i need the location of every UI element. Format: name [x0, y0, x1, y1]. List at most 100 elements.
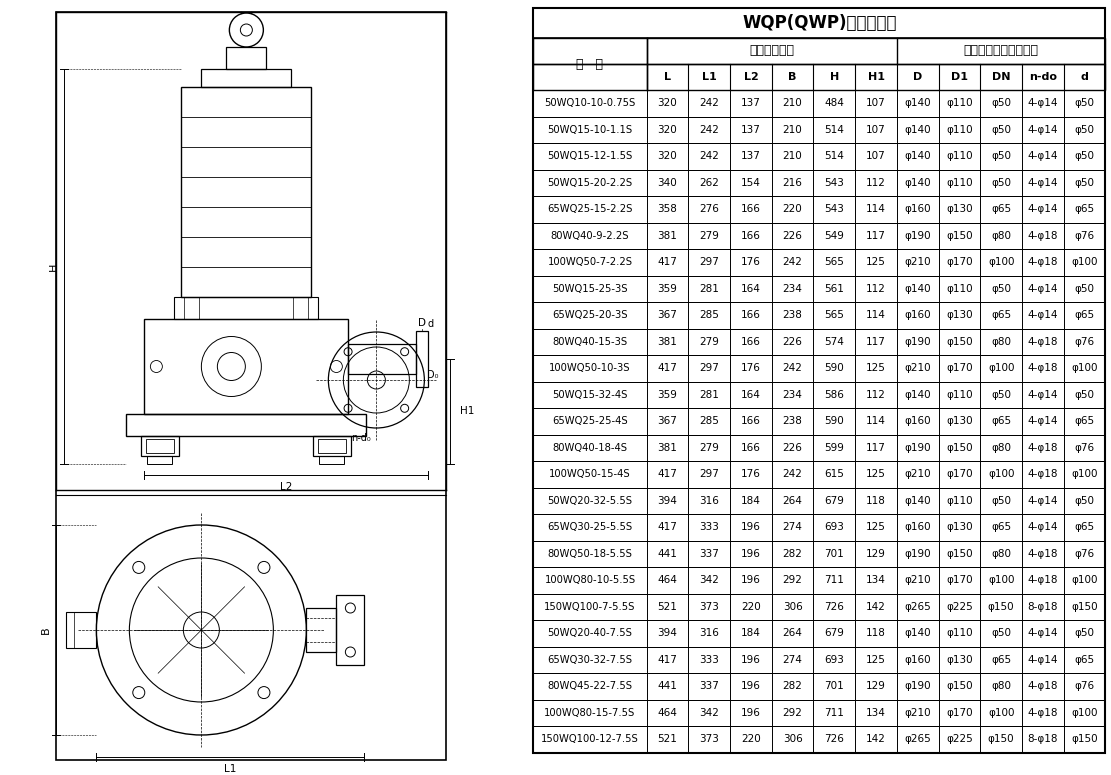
Text: 4-φ14: 4-φ14 [1028, 496, 1058, 506]
Text: 125: 125 [867, 469, 885, 479]
Text: 599: 599 [824, 443, 844, 453]
Text: φ100: φ100 [988, 363, 1014, 374]
Text: φ170: φ170 [947, 708, 973, 718]
Text: φ140: φ140 [904, 177, 931, 188]
Text: 590: 590 [824, 363, 844, 374]
Text: 234: 234 [782, 390, 802, 400]
Text: 196: 196 [741, 522, 761, 532]
Text: 373: 373 [699, 601, 719, 611]
Text: 292: 292 [782, 575, 802, 585]
Text: 320: 320 [658, 151, 678, 161]
Text: 726: 726 [824, 734, 844, 744]
Text: 107: 107 [867, 98, 885, 108]
Bar [533, 196, 1105, 222]
Text: 65WQ25-25-4S: 65WQ25-25-4S [552, 416, 628, 426]
Text: 264: 264 [782, 629, 802, 639]
Text: φ140: φ140 [904, 629, 931, 639]
Text: 4-φ14: 4-φ14 [1028, 390, 1058, 400]
Text: φ110: φ110 [947, 629, 973, 639]
Text: 80WQ45-22-7.5S: 80WQ45-22-7.5S [548, 681, 632, 691]
Text: φ150: φ150 [947, 681, 973, 691]
Text: 281: 281 [699, 284, 719, 294]
Text: 80WQ40-18-4S: 80WQ40-18-4S [552, 443, 628, 453]
Text: φ140: φ140 [904, 390, 931, 400]
Text: φ265: φ265 [904, 601, 931, 611]
Text: 4-φ18: 4-φ18 [1028, 575, 1058, 585]
Text: 4-φ18: 4-φ18 [1028, 363, 1058, 374]
Text: 549: 549 [824, 231, 844, 241]
Text: 521: 521 [658, 601, 678, 611]
Text: 367: 367 [658, 416, 678, 426]
Text: L: L [664, 72, 671, 82]
Text: 333: 333 [699, 655, 719, 665]
Text: 50WQ20-40-7.5S: 50WQ20-40-7.5S [548, 629, 632, 639]
Text: φ50: φ50 [991, 629, 1011, 639]
Text: D: D [913, 72, 922, 82]
Text: 196: 196 [741, 655, 761, 665]
Bar [533, 408, 1105, 435]
Text: 4-φ14: 4-φ14 [1028, 522, 1058, 532]
Text: n-d₀: n-d₀ [351, 433, 371, 443]
Text: 100WQ50-7-2.2S: 100WQ50-7-2.2S [548, 257, 632, 267]
Text: 80WQ40-15-3S: 80WQ40-15-3S [552, 337, 628, 346]
Text: φ100: φ100 [988, 257, 1014, 267]
Text: 80WQ50-18-5.5S: 80WQ50-18-5.5S [548, 549, 632, 559]
Text: 137: 137 [741, 151, 761, 161]
Text: 4-φ14: 4-φ14 [1028, 125, 1058, 135]
Text: H: H [49, 262, 59, 270]
Text: φ150: φ150 [947, 443, 973, 453]
Text: 726: 726 [824, 601, 844, 611]
Text: φ160: φ160 [904, 522, 931, 532]
Text: 65WQ25-15-2.2S: 65WQ25-15-2.2S [548, 205, 632, 214]
Text: 220: 220 [741, 734, 761, 744]
Text: H1: H1 [460, 407, 474, 416]
Text: 196: 196 [741, 549, 761, 559]
Text: 112: 112 [867, 390, 885, 400]
Text: φ50: φ50 [991, 177, 1011, 188]
Text: 184: 184 [741, 496, 761, 506]
Text: 359: 359 [658, 284, 678, 294]
Text: 164: 164 [741, 284, 761, 294]
Text: 242: 242 [699, 98, 719, 108]
Bar [533, 540, 1105, 567]
Bar [319, 439, 347, 453]
Text: 125: 125 [867, 522, 885, 532]
Text: 50WQ10-10-0.75S: 50WQ10-10-0.75S [544, 98, 635, 108]
Text: φ210: φ210 [904, 708, 931, 718]
Text: 417: 417 [658, 363, 678, 374]
Text: 394: 394 [658, 629, 678, 639]
Text: 367: 367 [658, 310, 678, 320]
Text: 125: 125 [867, 257, 885, 267]
Text: φ110: φ110 [947, 284, 973, 294]
Text: 316: 316 [699, 629, 719, 639]
Text: 196: 196 [741, 681, 761, 691]
Text: φ265: φ265 [904, 734, 931, 744]
Text: φ100: φ100 [988, 708, 1014, 718]
Text: 565: 565 [824, 310, 844, 320]
Text: 134: 134 [867, 708, 885, 718]
Text: 100WQ50-15-4S: 100WQ50-15-4S [549, 469, 631, 479]
Text: 226: 226 [782, 443, 802, 453]
Text: 150WQ100-12-7.5S: 150WQ100-12-7.5S [541, 734, 639, 744]
Text: 381: 381 [658, 231, 678, 241]
Bar [533, 726, 1105, 753]
Text: 337: 337 [699, 681, 719, 691]
Text: 4-φ14: 4-φ14 [1028, 655, 1058, 665]
Text: 4-φ18: 4-φ18 [1028, 337, 1058, 346]
Text: φ110: φ110 [947, 177, 973, 188]
Text: 220: 220 [783, 205, 802, 214]
Text: φ65: φ65 [991, 522, 1011, 532]
Text: 242: 242 [699, 151, 719, 161]
Text: 4-φ14: 4-φ14 [1028, 284, 1058, 294]
Bar [417, 331, 429, 387]
Text: d: d [428, 319, 433, 329]
Text: 242: 242 [782, 469, 802, 479]
Text: φ140: φ140 [904, 151, 931, 161]
Text: 615: 615 [824, 469, 844, 479]
Text: 196: 196 [741, 708, 761, 718]
Text: 50WQ15-12-1.5S: 50WQ15-12-1.5S [548, 151, 632, 161]
Text: φ100: φ100 [1071, 469, 1098, 479]
Text: φ65: φ65 [1074, 310, 1094, 320]
Text: 292: 292 [782, 708, 802, 718]
Bar [533, 620, 1105, 646]
